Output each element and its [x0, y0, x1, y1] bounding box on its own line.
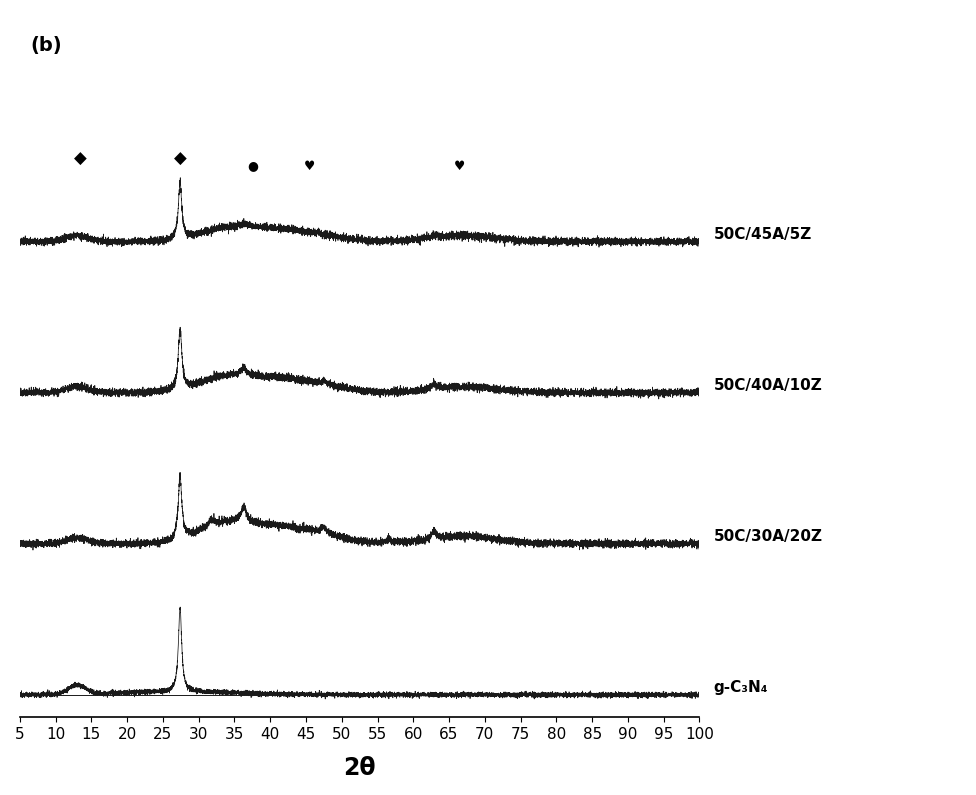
Text: ♥: ♥ — [304, 160, 315, 173]
Text: (b): (b) — [30, 36, 61, 55]
Text: 50C/30A/20Z: 50C/30A/20Z — [713, 529, 823, 544]
Text: 50C/40A/10Z: 50C/40A/10Z — [713, 378, 823, 393]
Text: ◆: ◆ — [74, 149, 87, 168]
Text: 50C/45A/5Z: 50C/45A/5Z — [713, 227, 812, 242]
X-axis label: 2θ: 2θ — [344, 756, 376, 780]
Text: g-C₃N₄: g-C₃N₄ — [713, 680, 768, 695]
Text: ◆: ◆ — [174, 149, 186, 168]
Text: ♥: ♥ — [454, 160, 466, 173]
Text: ●: ● — [247, 160, 258, 173]
